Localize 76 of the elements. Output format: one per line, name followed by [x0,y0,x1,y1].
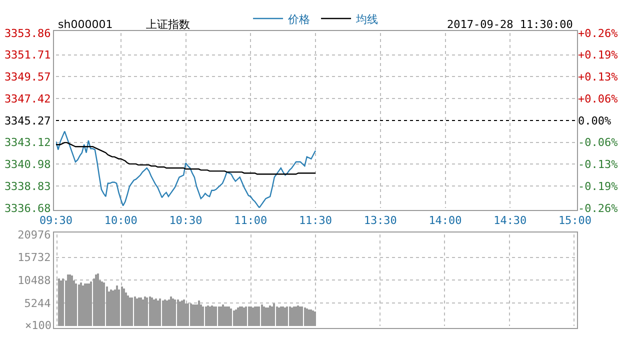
chart-title: 上证指数 [146,18,190,31]
bar [304,307,306,326]
bar [261,304,263,326]
bar [159,298,161,326]
bar [289,306,291,326]
y-tick-label: 5244 [24,296,52,310]
y2-tick-label: -0.13% [578,158,618,172]
bar [162,300,164,326]
y-tick-label: 3343.12 [4,136,51,150]
y2-tick-label: +0.13% [578,70,618,84]
x-tick-label: 10:30 [169,214,202,228]
y-axis-title: ×100 [25,319,52,332]
bar [103,282,105,326]
y2-tick-label: -0.06% [578,136,618,150]
y-tick-label: 3349.57 [4,70,51,84]
x-tick-label: 10:00 [104,214,138,228]
bar [286,306,288,326]
bar [146,297,148,326]
legend-label: 均线 [355,12,378,26]
bar [230,308,232,326]
bar [301,306,303,326]
x-tick-label: 11:30 [298,214,332,228]
bar [62,278,64,326]
bar [276,306,278,326]
bar [258,306,260,326]
y2-tick-label: +0.06% [578,92,618,106]
y-tick-label: 3345.27 [4,114,51,128]
bar [131,297,133,326]
x-tick-label: 09:30 [39,214,73,228]
text: 2017-09-28 11:30:00 [447,18,573,31]
bar [314,311,316,326]
y2-tick-label: +0.26% [578,26,618,40]
y-tick-label: 3336.68 [4,202,51,215]
bar [118,289,120,326]
bar [218,306,220,326]
legend-label: 价格 [287,12,310,26]
y2-tick-label: 0.00% [578,114,612,128]
bar [58,278,60,326]
bar [248,306,250,326]
x-tick-label: 15:00 [558,214,592,228]
chart-subtitle: sh000001 [58,18,113,31]
bar [190,303,192,326]
x-tick-label: 14:00 [428,214,462,228]
y-tick-label: 15732 [18,251,51,264]
x-tick-label: 14:30 [494,214,527,228]
y2-tick-label: +0.19% [578,48,618,62]
y2-tick-label: -0.26% [578,202,618,215]
y-tick-label: 3353.86 [4,26,51,40]
bar [202,306,204,326]
y-tick-label: 3340.98 [4,158,51,171]
x-tick-label: 13:30 [364,214,397,228]
y-tick-label: 3338.83 [4,180,51,193]
bar [75,283,77,326]
bar [106,286,108,326]
bar [90,281,92,326]
bar [205,306,207,326]
bar [187,303,189,326]
bar [233,310,235,326]
bar [215,306,217,326]
x-tick-label: 11:00 [234,214,268,228]
y2-tick-label: -0.19% [578,180,618,193]
y-tick-label: 3347.42 [4,92,51,106]
bar [273,303,275,326]
bar [134,296,136,326]
y-tick-label: 3351.71 [4,48,51,62]
bar [174,299,176,326]
bar [177,299,179,326]
line-series [56,142,316,175]
bar [78,284,80,326]
line-series [56,130,316,208]
y-tick-label: 10488 [18,274,51,288]
bar [121,286,123,326]
bar [149,296,151,326]
y-tick-label: 20976 [18,228,51,242]
bar [93,278,95,326]
bar [245,306,247,326]
